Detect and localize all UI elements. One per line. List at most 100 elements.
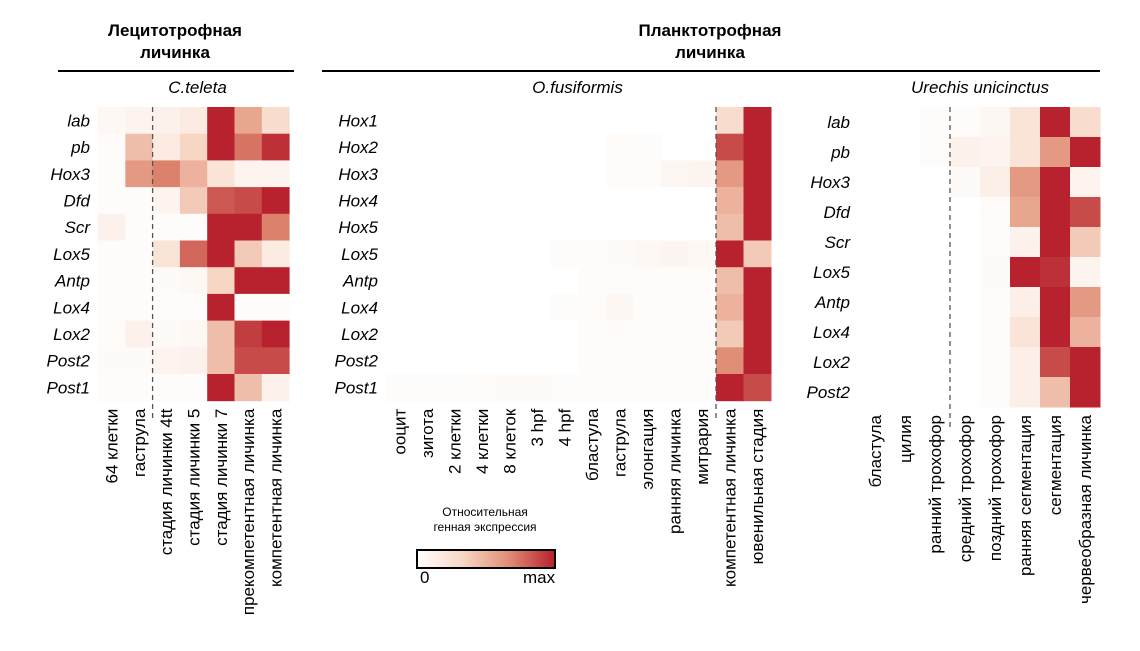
heatmap-cell	[688, 187, 717, 215]
row-label: Post1	[335, 378, 378, 397]
heatmap-cell	[860, 137, 891, 168]
heatmap-cell	[441, 240, 469, 268]
heatmap-cell	[860, 317, 891, 348]
heatmap-cell	[386, 374, 414, 402]
heatmap-cell	[1040, 287, 1071, 318]
heatmap-cell	[413, 320, 442, 348]
column-label: элонгация	[638, 409, 657, 490]
heatmap-cell	[261, 267, 290, 295]
heatmap-cell	[633, 160, 662, 188]
heatmap-cell	[920, 257, 951, 288]
heatmap-cell	[716, 267, 744, 295]
heatmap-cell	[125, 240, 154, 268]
column-label: сегментация	[1046, 415, 1065, 515]
column-label: 4 hpf	[556, 408, 575, 446]
heatmap-cell	[179, 374, 208, 402]
heatmap-cell	[920, 137, 951, 168]
heatmap-cell	[496, 320, 524, 348]
heatmap-cell	[413, 267, 442, 295]
heatmap-cell	[386, 160, 414, 188]
heatmap-cell	[234, 374, 263, 402]
heatmap-cell	[860, 167, 891, 198]
column-label: 64 клетки	[103, 409, 122, 484]
heatmap-cell	[234, 187, 263, 215]
column-label: 8 клеток	[501, 408, 520, 474]
heatmap-cell	[743, 187, 772, 215]
heatmap-cell	[441, 133, 469, 161]
heatmap-cell	[261, 160, 290, 188]
heatmap-cell	[980, 377, 1011, 408]
heatmap-cell	[551, 293, 579, 322]
heatmap-cell	[386, 213, 414, 241]
row-label: Lox5	[341, 245, 378, 264]
heatmap-cell	[606, 347, 634, 375]
heatmap-cell	[1070, 197, 1101, 228]
heatmap-cell	[1010, 347, 1041, 378]
heatmap-cell	[98, 240, 126, 268]
heatmap-cell	[125, 107, 154, 135]
heatmap-cell	[1040, 377, 1071, 408]
heatmap-cell	[551, 347, 579, 375]
heatmap-cell	[234, 293, 263, 322]
heatmap-cell	[606, 320, 634, 348]
heatmap-cell	[1010, 227, 1041, 258]
heatmap-cell	[207, 107, 235, 135]
heatmap-cell	[606, 133, 634, 161]
heatmap-cell	[152, 240, 181, 268]
heatmap-cell	[523, 213, 552, 241]
heatmap-cell	[980, 197, 1011, 228]
heatmap-cell	[688, 160, 717, 188]
heatmap-cell	[1010, 317, 1041, 348]
heatmap-cell	[386, 133, 414, 161]
heatmap-cell	[468, 133, 497, 161]
panel-title-urechis: Urechis unicinctus	[911, 78, 1049, 97]
heatmap-cell	[234, 160, 263, 188]
heatmap-cell	[523, 240, 552, 268]
heatmap-cell	[980, 257, 1011, 288]
heatmap-cell	[661, 160, 689, 188]
heatmap-cell	[920, 107, 951, 138]
heatmap-cell	[661, 240, 689, 268]
heatmap-cell	[413, 240, 442, 268]
heatmap-cell	[261, 293, 290, 322]
heatmap-cell	[125, 293, 154, 322]
heatmap-cell	[716, 347, 744, 375]
heatmap-cell	[920, 317, 951, 348]
heatmap-cell	[441, 347, 469, 375]
heatmap-cell	[920, 377, 951, 408]
heatmap-cell	[179, 160, 208, 188]
lecithotrophic-underline	[58, 70, 294, 72]
heatmap-cell	[633, 213, 662, 241]
heatmap-cell	[1040, 257, 1071, 288]
heatmap-cell	[716, 133, 744, 161]
row-label: Antp	[342, 272, 378, 291]
heatmap-cell	[860, 227, 891, 258]
column-label: ювенильная стадия	[748, 409, 767, 565]
heatmap-cell	[152, 160, 181, 188]
column-label: ранний трохофор	[926, 415, 945, 554]
heatmap-cell	[633, 267, 662, 295]
heatmap-cell	[413, 213, 442, 241]
heatmap-cell	[980, 167, 1011, 198]
heatmap-cell	[716, 293, 744, 322]
heatmap-cell	[1070, 107, 1101, 138]
row-label: Scr	[65, 218, 92, 237]
row-label: Dfd	[824, 203, 851, 222]
heatmap-cell	[207, 374, 235, 402]
heatmap-cell	[980, 227, 1011, 258]
planktotrophic-underline	[322, 70, 1100, 72]
heatmap-cell	[413, 107, 442, 135]
row-label: Lox4	[813, 323, 850, 342]
heatmap-cell	[661, 374, 689, 402]
heatmap-cell	[633, 320, 662, 348]
heatmap-cell	[551, 267, 579, 295]
heatmap-cell	[386, 320, 414, 348]
heatmap-cell	[661, 213, 689, 241]
heatmap-cell	[1040, 227, 1071, 258]
heatmap-panel: Hox1 Hox2 Hox3 Hox4 Hox5 Lox5 Antp Lox4 Lox2 Post…	[335, 107, 772, 587]
heatmap-cell	[950, 287, 981, 318]
heatmap-cell	[920, 197, 951, 228]
row-label: Post2	[335, 352, 379, 371]
column-label: митрария	[693, 409, 712, 485]
heatmap-cell	[688, 213, 717, 241]
